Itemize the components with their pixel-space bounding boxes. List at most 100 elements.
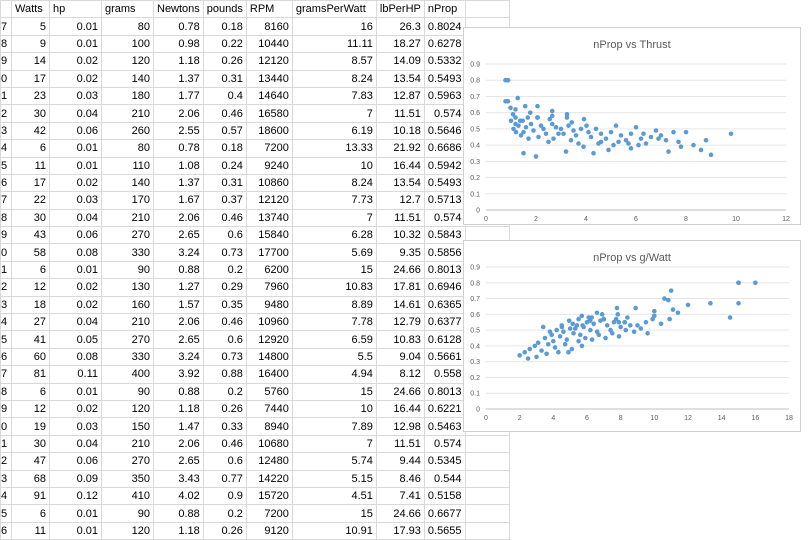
row-number-cell[interactable]: 5	[0, 504, 12, 523]
data-cell[interactable]: 10.83	[291, 278, 377, 297]
row-number-cell[interactable]: 0	[0, 417, 12, 436]
row-number-cell[interactable]: 2	[0, 104, 12, 123]
data-cell[interactable]: 0.6365	[423, 295, 466, 315]
data-cell[interactable]: 0.5646	[423, 121, 466, 141]
data-cell[interactable]: 0.35	[202, 295, 247, 315]
data-cell[interactable]: 17.93	[375, 521, 425, 540]
empty-cell[interactable]	[464, 486, 510, 506]
data-cell[interactable]: 10960	[245, 313, 293, 332]
data-cell[interactable]: 6.28	[291, 226, 377, 245]
data-cell[interactable]: 0.5942	[423, 156, 466, 175]
data-cell[interactable]: 0.6278	[423, 34, 466, 54]
data-cell[interactable]: 21.92	[375, 139, 425, 158]
data-cell[interactable]: 0.04	[49, 104, 102, 123]
data-cell[interactable]: 0.5493	[423, 69, 466, 88]
data-cell[interactable]: 0.03	[49, 417, 102, 436]
data-cell[interactable]: 1.47	[153, 417, 204, 436]
data-cell[interactable]: 0.01	[49, 156, 102, 175]
row-number-cell[interactable]: 5	[0, 156, 12, 175]
data-cell[interactable]: 6	[11, 382, 50, 401]
data-cell[interactable]: 0.5661	[423, 347, 466, 367]
data-cell[interactable]: 0.02	[49, 173, 102, 193]
data-cell[interactable]: 0.4	[202, 86, 247, 106]
data-cell[interactable]: 1.37	[153, 173, 204, 193]
data-cell[interactable]: 0.6377	[423, 313, 466, 332]
data-cell[interactable]: 2.55	[153, 121, 204, 141]
empty-cell[interactable]	[464, 452, 510, 471]
data-cell[interactable]: 8.24	[291, 69, 377, 88]
data-cell[interactable]: 0.08	[49, 243, 102, 262]
data-cell[interactable]: 13740	[245, 208, 293, 228]
data-cell[interactable]: 120	[101, 399, 154, 419]
data-cell[interactable]: 12.87	[375, 86, 425, 106]
data-cell[interactable]: 0.6677	[423, 504, 466, 523]
data-cell[interactable]: 0.46	[202, 313, 247, 332]
data-cell[interactable]: 0.78	[153, 139, 204, 158]
empty-cell[interactable]	[464, 434, 510, 454]
data-cell[interactable]: 5.74	[291, 452, 377, 471]
data-cell[interactable]: 0.5713	[423, 191, 466, 210]
data-cell[interactable]: 14.61	[375, 295, 425, 315]
data-cell[interactable]: 0.26	[202, 521, 247, 540]
row-number-cell[interactable]: 4	[0, 313, 12, 332]
data-cell[interactable]: 210	[101, 434, 154, 454]
data-cell[interactable]: 1.18	[153, 52, 204, 71]
data-cell[interactable]: 10.18	[375, 121, 425, 141]
data-cell[interactable]: 140	[101, 173, 154, 193]
data-cell[interactable]: 15840	[245, 226, 293, 245]
data-cell[interactable]: 0.5655	[423, 521, 466, 540]
data-cell[interactable]: 0.574	[423, 434, 466, 454]
data-cell[interactable]: 0.73	[202, 243, 247, 262]
data-cell[interactable]: 16.44	[375, 399, 425, 419]
data-cell[interactable]: 8940	[245, 417, 293, 436]
row-number-cell[interactable]: 6	[0, 521, 12, 540]
data-cell[interactable]: 0.03	[49, 86, 102, 106]
row-number-cell[interactable]: 7	[0, 365, 12, 384]
row-number-cell[interactable]: 1	[0, 434, 12, 454]
data-cell[interactable]: 13440	[245, 69, 293, 88]
data-cell[interactable]: 0.11	[49, 365, 102, 384]
data-cell[interactable]: 130	[101, 278, 154, 297]
data-cell[interactable]: 14.09	[375, 52, 425, 71]
data-cell[interactable]: 14220	[245, 469, 293, 488]
data-cell[interactable]: 0.09	[49, 469, 102, 488]
data-cell[interactable]: 24.66	[375, 260, 425, 280]
data-cell[interactable]: 0.01	[49, 521, 102, 540]
chart-nprop-vs-thrust[interactable]: nProp vs Thrust 0 0.1 0.2 0.3 0.4 0.5 0.6 0.7 0.…	[463, 27, 801, 225]
data-cell[interactable]: 270	[101, 452, 154, 471]
data-cell[interactable]: 1.18	[153, 399, 204, 419]
data-cell[interactable]: 0.88	[153, 260, 204, 280]
data-cell[interactable]: 270	[101, 330, 154, 349]
data-cell[interactable]: 11.51	[375, 434, 425, 454]
data-cell[interactable]: 80	[101, 17, 154, 36]
column-header-cell[interactable]: lbPerHP	[375, 0, 425, 19]
data-cell[interactable]: 1.18	[153, 521, 204, 540]
data-cell[interactable]: 2.65	[153, 226, 204, 245]
empty-cell[interactable]	[464, 0, 510, 19]
data-cell[interactable]: 13.54	[375, 173, 425, 193]
data-cell[interactable]: 0.02	[49, 399, 102, 419]
data-cell[interactable]: 0.33	[202, 417, 247, 436]
data-cell[interactable]: 0.26	[202, 399, 247, 419]
row-number-cell[interactable]: 3	[0, 295, 12, 315]
data-cell[interactable]: 2.06	[153, 104, 204, 123]
data-cell[interactable]: 16580	[245, 104, 293, 123]
data-cell[interactable]: 4.94	[291, 365, 377, 384]
data-cell[interactable]: 0.6	[202, 330, 247, 349]
data-cell[interactable]: 22	[11, 191, 50, 210]
data-cell[interactable]: 0.06	[49, 226, 102, 245]
data-cell[interactable]: 3.92	[153, 365, 204, 384]
data-cell[interactable]: 58	[11, 243, 50, 262]
data-cell[interactable]: 0.5493	[423, 173, 466, 193]
data-cell[interactable]: 0.73	[202, 347, 247, 367]
row-number-cell[interactable]: 6	[0, 173, 12, 193]
data-cell[interactable]: 90	[101, 382, 154, 401]
data-cell[interactable]: 14640	[245, 86, 293, 106]
data-cell[interactable]: 7960	[245, 278, 293, 297]
data-cell[interactable]: 0.6221	[423, 399, 466, 419]
data-cell[interactable]: 2.65	[153, 330, 204, 349]
data-cell[interactable]: 7.73	[291, 191, 377, 210]
data-cell[interactable]: 13.54	[375, 69, 425, 88]
data-cell[interactable]: 0.6	[202, 452, 247, 471]
data-cell[interactable]: 0.8013	[423, 382, 466, 401]
